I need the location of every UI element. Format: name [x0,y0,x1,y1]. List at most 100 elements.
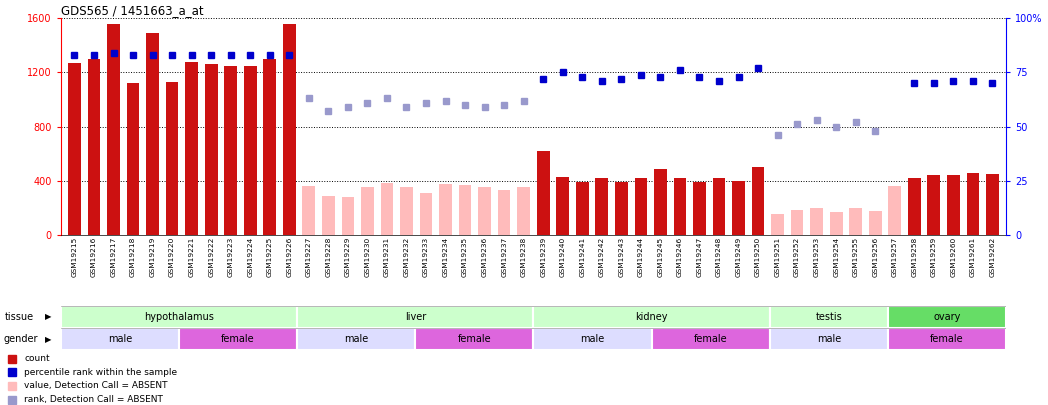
Bar [419,193,433,235]
Bar [322,196,334,235]
Bar [61,328,179,350]
Text: GSM19259: GSM19259 [931,237,937,277]
Bar [751,167,764,235]
Text: GSM19247: GSM19247 [697,237,702,277]
Text: GSM19251: GSM19251 [774,237,781,277]
Text: male: male [581,334,605,344]
Text: ovary: ovary [934,312,961,322]
Bar [634,178,648,235]
Bar [889,186,901,235]
Bar [298,306,533,328]
Bar [88,59,101,235]
Text: male: male [344,334,368,344]
Bar [674,178,686,235]
Text: GSM19234: GSM19234 [442,237,449,277]
Text: GSM19253: GSM19253 [813,237,820,277]
Text: GSM19239: GSM19239 [540,237,546,277]
Text: percentile rank within the sample: percentile rank within the sample [24,368,177,377]
Bar [166,82,178,235]
Bar [771,214,784,235]
Bar [654,168,667,235]
Text: GSM19223: GSM19223 [227,237,234,277]
Bar [439,184,452,235]
Text: rank, Detection Call = ABSENT: rank, Detection Call = ABSENT [24,395,163,404]
Bar [224,66,237,235]
Text: female: female [694,334,727,344]
Bar [342,197,354,235]
Text: GSM19243: GSM19243 [618,237,625,277]
Text: hypothalamus: hypothalamus [144,312,214,322]
Text: GSM19235: GSM19235 [462,237,468,277]
Text: tissue: tissue [5,312,35,322]
Text: GSM19219: GSM19219 [150,237,155,277]
Text: GSM19237: GSM19237 [501,237,507,277]
Text: GSM19232: GSM19232 [403,237,410,277]
Bar [849,209,863,235]
Text: GSM19256: GSM19256 [872,237,878,277]
Bar [927,175,940,235]
Text: GSM19221: GSM19221 [189,237,195,277]
Text: GSM19225: GSM19225 [267,237,272,277]
Text: GSM19224: GSM19224 [247,237,254,277]
Text: GSM19241: GSM19241 [580,237,585,277]
Text: GSM19260: GSM19260 [951,237,957,277]
Text: GSM19244: GSM19244 [638,237,643,277]
Bar [713,178,725,235]
Text: kidney: kidney [635,312,668,322]
Text: male: male [816,334,840,344]
Text: GSM19230: GSM19230 [365,237,370,277]
Bar [244,66,257,235]
Bar [61,306,298,328]
Bar [380,183,393,235]
Text: female: female [221,334,255,344]
Text: GSM19240: GSM19240 [560,237,566,277]
Text: value, Detection Call = ABSENT: value, Detection Call = ABSENT [24,382,168,390]
Bar [362,187,374,235]
Text: ▶: ▶ [45,312,51,322]
Bar [283,23,296,235]
Text: GSM19226: GSM19226 [286,237,292,277]
Text: female: female [458,334,492,344]
Bar [947,175,960,235]
Bar [733,181,745,235]
Bar [533,306,769,328]
Text: GSM19252: GSM19252 [794,237,800,277]
Text: GSM19257: GSM19257 [892,237,898,277]
Text: GSM19254: GSM19254 [833,237,839,277]
Text: GSM19242: GSM19242 [598,237,605,277]
Bar [869,211,881,235]
Bar [615,182,628,235]
Bar [127,83,139,235]
Text: GSM19233: GSM19233 [423,237,429,277]
Bar [415,328,533,350]
Bar [830,212,843,235]
Text: GSM19217: GSM19217 [110,237,116,277]
Text: GSM19245: GSM19245 [657,237,663,277]
Text: GSM19262: GSM19262 [989,237,996,277]
Bar [263,59,276,235]
Text: GSM19258: GSM19258 [912,237,917,277]
Text: GSM19255: GSM19255 [853,237,858,277]
Bar [652,328,769,350]
Text: testis: testis [815,312,843,322]
Bar [298,328,415,350]
Text: GDS565 / 1451663_a_at: GDS565 / 1451663_a_at [61,4,203,17]
Bar [576,182,589,235]
Text: liver: liver [405,312,425,322]
Bar [986,174,999,235]
Bar [769,306,888,328]
Bar [179,328,298,350]
Bar [769,328,888,350]
Bar [478,187,490,235]
Text: GSM19229: GSM19229 [345,237,351,277]
Text: count: count [24,354,49,363]
Bar [556,177,569,235]
Bar [791,210,804,235]
Text: GSM19261: GSM19261 [969,237,976,277]
Bar [810,208,823,235]
Text: GSM19250: GSM19250 [755,237,761,277]
Bar [888,306,1006,328]
Text: GSM19222: GSM19222 [209,237,214,277]
Bar [537,151,549,235]
Bar [185,62,198,235]
